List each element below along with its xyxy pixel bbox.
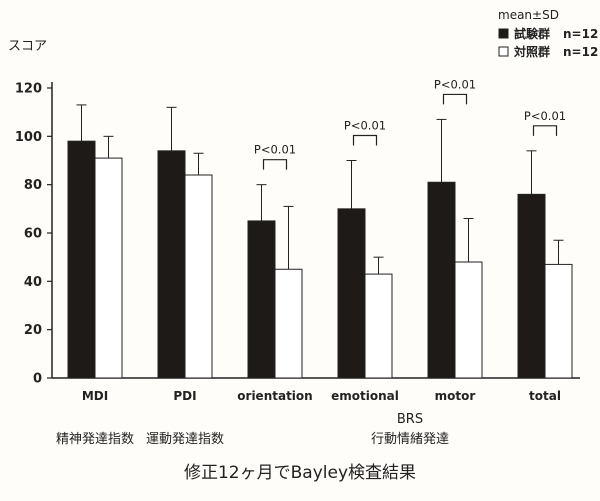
group-sublabel-3: 行動情緒発達 [371,432,449,447]
figure-caption: 修正12ヶ月でBayley検査結果 [183,463,416,483]
group-label-1: 精神発達指数 [56,432,134,447]
significance-bracket-total [532,125,558,136]
error-bars [76,104,564,275]
bar-emotional-control [364,273,393,379]
bar-orientation-control [274,268,303,379]
legend: mean±SD 試験群 n=12 対照群 n=12 [498,8,598,59]
significance-label-motor: P<0.01 [434,77,476,91]
significance-bracket-emotional [352,134,378,146]
y-tick-label: 20 [24,323,42,338]
category-label-MDI: MDI [82,389,108,403]
significance-markers: P<0.01 P<0.01 P<0.01 P<0.01 [254,77,566,170]
category-label-emotional: emotional [331,389,399,403]
category-label-total: total [529,389,561,403]
axes: 0 20 40 60 80 100 120 [15,82,580,387]
significance-label-total: P<0.01 [524,109,566,123]
bar-total-test [517,193,546,379]
bar-PDI-control [184,174,213,379]
bar-motor-control [454,261,483,379]
category-label-orientation: orientation [237,389,312,403]
significance-bracket-orientation [262,159,288,170]
y-tick-label: 100 [15,130,42,145]
bar-emotional-test [337,208,366,379]
significance-label-emotional: P<0.01 [344,119,386,133]
category-labels: MDI PDI orientation emotional motor total 精神発達… [56,389,561,447]
category-label-motor: motor [435,389,476,403]
bar-PDI-test [157,150,186,379]
legend-n-1: n=12 [563,27,598,41]
y-tick-label: 60 [24,227,42,242]
legend-swatch-2 [498,46,509,57]
y-tick-label: 0 [33,372,42,387]
significance-bracket-motor [442,93,468,105]
significance-label-orientation: P<0.01 [254,143,296,157]
legend-title: mean±SD [498,8,559,22]
y-tick-label: 120 [15,82,42,97]
bar-total-control [544,263,573,379]
bar-MDI-test [67,140,96,379]
legend-label-1: 試験群 [514,26,550,41]
legend-label-2: 対照群 [513,44,550,59]
group-label-2: 運動発達指数 [146,432,224,447]
bars [67,140,573,379]
category-label-PDI: PDI [173,389,196,403]
legend-swatch-1 [498,28,509,39]
bayley-bar-chart: スコア mean±SD 試験群 n=12 対照群 n=12 0 20 40 60 80 100 1… [8,8,598,447]
bar-MDI-control [94,157,123,379]
group-label-3: BRS [397,412,423,427]
legend-n-2: n=12 [563,45,598,59]
bar-motor-test [427,181,456,379]
y-tick-label: 80 [24,178,42,193]
y-tick-label: 40 [24,275,42,290]
y-axis-label: スコア [8,39,47,54]
bar-orientation-test [247,220,276,379]
